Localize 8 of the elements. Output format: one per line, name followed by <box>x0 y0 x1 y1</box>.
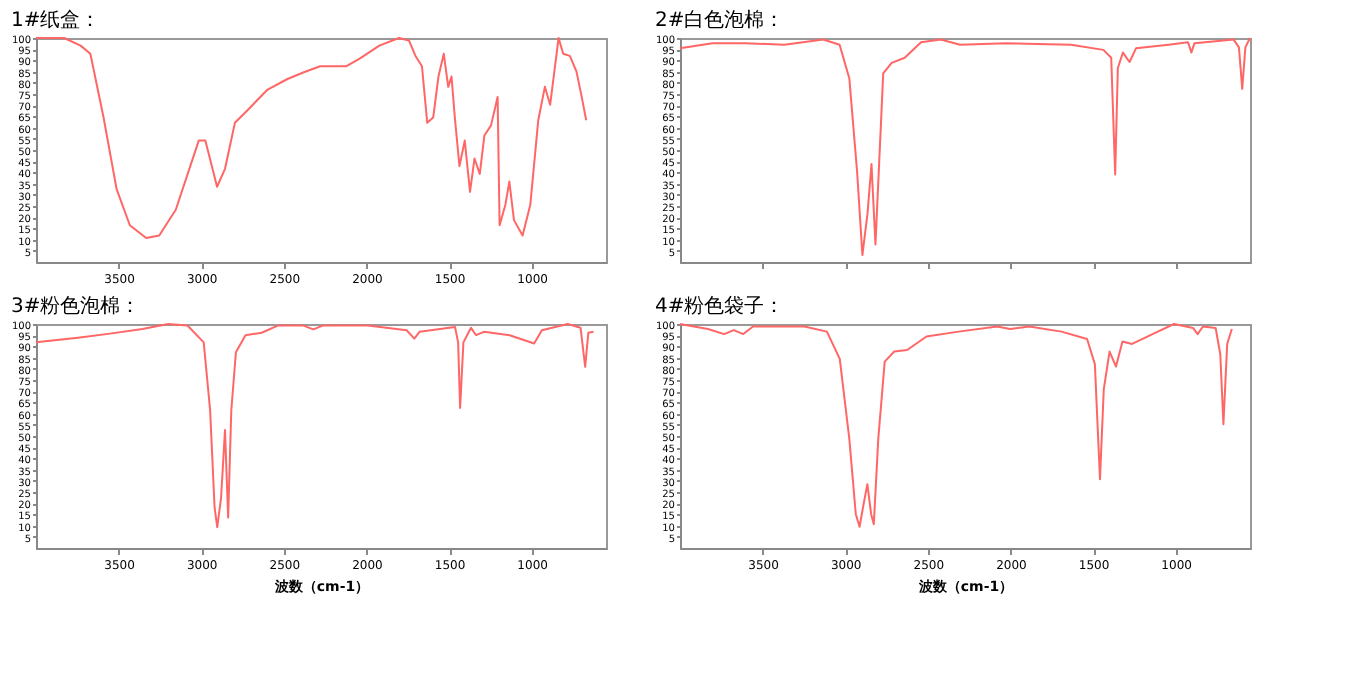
line-series <box>679 323 1233 528</box>
chart-title: 3#粉色泡棉： <box>10 294 141 318</box>
line-series <box>35 37 588 240</box>
chart-title: 2#白色泡棉： <box>654 8 785 32</box>
chart-title: 1#纸盒： <box>10 8 101 32</box>
line-series <box>679 37 1251 257</box>
chart-title: 4#粉色袋子： <box>654 294 785 318</box>
line-series <box>35 323 595 529</box>
